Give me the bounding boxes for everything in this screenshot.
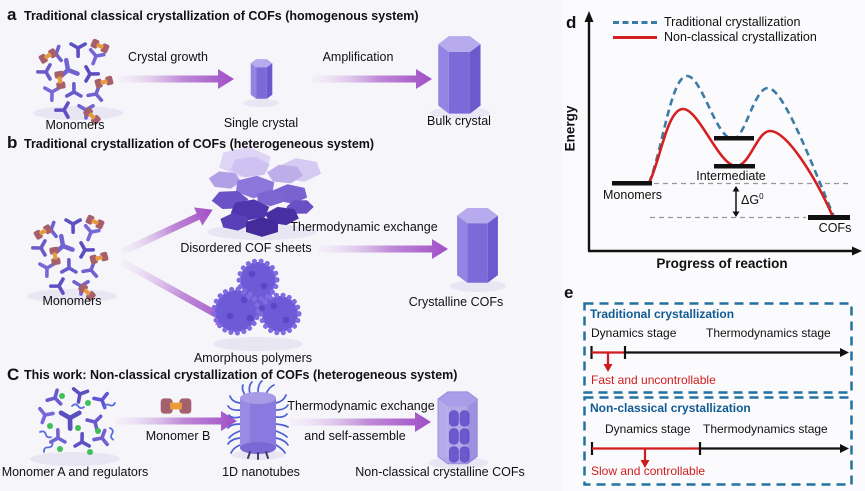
traditional-line-swatch	[613, 20, 657, 24]
crystal-growth-label: Crystal growth	[128, 50, 208, 64]
cofs-level-label: COFs	[818, 221, 852, 235]
non-classical-line-swatch	[613, 35, 657, 39]
traditional-box-title: Traditional crystallization	[590, 307, 735, 321]
non-classical-timeline-box: Non-classical crystallization Dynamics s…	[583, 396, 853, 486]
slow-controllable-note: Slow and controllable	[591, 464, 706, 478]
monomer-b-icon	[160, 398, 192, 414]
amorphous-polymers	[211, 258, 302, 336]
panel-a-letter: a	[7, 5, 17, 24]
monomers-level-label: Monomers	[603, 188, 663, 202]
arrow-to-sheets	[120, 207, 213, 256]
amplification-label: Amplification	[322, 50, 394, 64]
energy-diagram-canvas	[584, 11, 862, 256]
panel-a-title: Traditional classical crystallization of…	[24, 9, 419, 23]
fast-uncontrollable-note: Fast and uncontrollable	[591, 373, 716, 387]
crystal-growth-arrow	[118, 69, 234, 89]
self-assemble-label: and self-assemble	[304, 429, 406, 443]
crystalline-cofs-label: Crystalline COFs	[408, 295, 504, 309]
delta-g-sup: 0	[759, 192, 764, 201]
legend-traditional-label: Traditional crystallization	[664, 15, 801, 29]
crystalline-cofs-crystal	[457, 207, 498, 283]
delta-g-arrowhead-down	[732, 211, 740, 217]
bulk-crystal	[438, 36, 481, 114]
thermodynamic-exchange-arrow-c	[290, 412, 431, 432]
x-axis-label: Progress of reaction	[656, 256, 788, 271]
delta-g-label: ΔG0	[741, 192, 764, 208]
delta-g-arrowhead-up	[732, 186, 740, 192]
legend-item-non-classical: Non-classical crystallization	[613, 30, 817, 44]
legend-non-classical-label: Non-classical crystallization	[664, 30, 817, 44]
monomers-a-label: Monomers	[45, 118, 105, 132]
intermediate-level-label: Intermediate	[696, 169, 766, 183]
legend-item-traditional: Traditional crystallization	[613, 15, 800, 29]
non-classical-cofs-crystal	[437, 391, 478, 465]
sheets-label: Disordered COF sheets	[180, 241, 312, 255]
y-axis-label: Energy	[562, 105, 578, 152]
traditional-box-border	[583, 302, 853, 394]
energy-level-bars	[612, 136, 850, 220]
traditional-timeline-box: Traditional crystallization Dynamics sta…	[583, 302, 853, 394]
non-classical-box-title: Non-classical crystallization	[590, 401, 751, 415]
panel-c-letter: C	[7, 365, 20, 384]
thermodynamic-exchange-c-label: Thermodynamic exchange	[287, 399, 435, 413]
ground-shadows	[27, 99, 506, 469]
regulator-squiggles	[39, 402, 116, 453]
non-classical-cofs-label: Non-classical crystalline COFs	[355, 465, 525, 479]
traditional-timeline	[590, 346, 849, 372]
monomer-b-label: Monomer B	[145, 429, 211, 443]
monomer-b-arrow	[115, 411, 237, 431]
amorphous-polymers-label: Amorphous polymers	[193, 351, 313, 365]
non-classical-timeline	[590, 442, 849, 468]
monomer-cluster-b	[33, 214, 109, 302]
thermodynamics-stage-label-2: Thermodynamics stage	[703, 422, 828, 436]
single-crystal-label: Single crystal	[223, 116, 299, 130]
regulator-green-dots	[47, 393, 101, 455]
monomer-a-cluster	[33, 382, 116, 455]
delta-g-base: ΔG	[741, 193, 760, 208]
nanotubes-label: 1D nanotubes	[222, 465, 300, 479]
panel-e-letter: e	[564, 283, 574, 302]
thermodynamics-stage-label-1: Thermodynamics stage	[706, 326, 831, 340]
panel-b-letter: b	[7, 133, 18, 152]
y-axis-arrowhead	[584, 11, 594, 22]
thermodynamic-exchange-b-label: Thermodynamic exchange	[290, 220, 438, 234]
non-classical-box-border	[583, 396, 853, 486]
panel-d-letter: d	[566, 13, 577, 32]
left-art-canvas	[27, 36, 506, 469]
dynamics-stage-label-1: Dynamics stage	[591, 326, 677, 340]
panel-b-title: Traditional crystallization of COFs (het…	[24, 137, 375, 151]
thermodynamic-exchange-arrow-b	[318, 239, 448, 259]
amplification-arrow	[312, 69, 432, 89]
single-crystal	[250, 59, 273, 99]
dynamics-stage-label-2: Dynamics stage	[605, 422, 691, 436]
axes	[587, 19, 855, 253]
monomer-a-label: Monomer A and regulators	[1, 465, 149, 479]
1d-nanotube	[227, 380, 289, 460]
panel-c-title: This work: Non-classical crystallization…	[24, 368, 458, 382]
bulk-crystal-label: Bulk crystal	[427, 114, 491, 128]
arrow-to-polymers	[120, 258, 234, 326]
x-axis-arrowhead	[852, 246, 862, 256]
monomers-b-label: Monomers	[42, 294, 102, 308]
